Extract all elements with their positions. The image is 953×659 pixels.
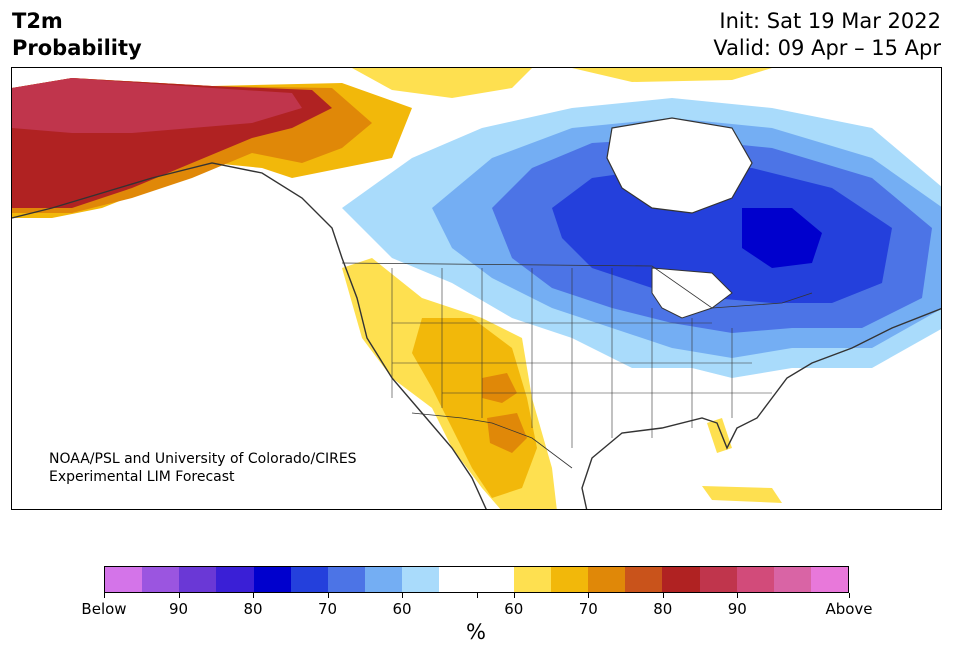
southwest-orange-region [482, 373, 517, 403]
colorbar-tick-label: 90 [168, 600, 189, 618]
colorbar-segment [550, 567, 589, 592]
colorbar-tick-mark [588, 593, 590, 598]
colorbar-segment [513, 567, 551, 592]
colorbar-tick-mark [402, 593, 403, 598]
colorbar-tick-label: 60 [504, 600, 524, 618]
map-title: T2m Probability [12, 8, 142, 62]
colorbar-tick-mark [662, 593, 664, 598]
colorbar-tick-label: 80 [243, 600, 263, 618]
colorbar-tick-label: Below [81, 600, 127, 618]
colorbar-tick-mark [178, 593, 180, 598]
colorbar-segment [179, 567, 217, 592]
colorbar-tick-mark [104, 593, 105, 598]
valid-range: Valid: 09 Apr – 15 Apr [713, 36, 941, 60]
alaska-deepred-region [12, 78, 302, 133]
colorbar-segment [699, 567, 737, 592]
init-date: Init: Sat 19 Mar 2022 [719, 9, 941, 33]
colorbar-segment [662, 567, 700, 592]
colorbar-segment [216, 567, 254, 592]
probability-map [11, 67, 942, 510]
colorbar-tick-label: 90 [727, 600, 747, 618]
colorbar-segment [439, 567, 477, 592]
mexico-orange-region [487, 413, 527, 453]
title-type: Probability [12, 36, 142, 60]
credit-line-1: NOAA/PSL and University of Colorado/CIRE… [49, 451, 357, 467]
colorbar-segment [327, 567, 366, 592]
colorbar-segment [253, 567, 291, 592]
colorbar-tick-mark [327, 593, 329, 598]
title-variable: T2m [12, 9, 63, 33]
credit-text: NOAA/PSL and University of Colorado/CIRE… [49, 450, 357, 486]
hudson-bay [606, 117, 753, 214]
colorbar-segment [142, 567, 180, 592]
colorbar-tick-label: 80 [653, 600, 673, 618]
state-lines [391, 268, 772, 448]
caribbean-yellow [702, 486, 782, 503]
colorbar-segment [402, 567, 440, 592]
colorbar-tick-mark [253, 593, 254, 598]
colorbar-segment [736, 567, 774, 592]
colorbar-segment [105, 567, 143, 592]
colorbar-segment [588, 567, 626, 592]
cold-strong-region [552, 168, 892, 303]
colorbar-segment [773, 567, 811, 592]
colorbar-tick-mark [849, 593, 850, 598]
coastline-west [12, 162, 487, 509]
arctic-warm-patch-2 [572, 68, 772, 82]
colorbar-tick-label: 60 [392, 600, 412, 618]
map-canvas [12, 68, 941, 509]
cold-core-region [742, 208, 822, 268]
forecast-dates: Init: Sat 19 Mar 2022 Valid: 09 Apr – 15… [713, 8, 941, 62]
colorbar-tick-mark [476, 593, 478, 598]
colorbar-segment [810, 567, 849, 592]
coastline-east [581, 308, 941, 509]
colorbar [104, 566, 849, 593]
colorbar-segment [625, 567, 663, 592]
us-canada-border [341, 262, 813, 309]
great-lakes [651, 267, 733, 319]
colorbar-segment [365, 567, 403, 592]
colorbar-segment [290, 567, 328, 592]
colorbar-tick-label: 70 [317, 600, 338, 618]
colorbar-tick-mark [513, 593, 515, 598]
arctic-warm-patch [352, 68, 532, 98]
colorbar-unit: % [466, 620, 486, 644]
colorbar-tick-label: 70 [578, 600, 598, 618]
credit-line-2: Experimental LIM Forecast [49, 469, 235, 485]
colorbar-tick-mark [737, 593, 739, 598]
us-mexico-border [411, 412, 573, 469]
colorbar-tick-label: Above [825, 600, 873, 618]
colorbar-segment [476, 567, 514, 592]
